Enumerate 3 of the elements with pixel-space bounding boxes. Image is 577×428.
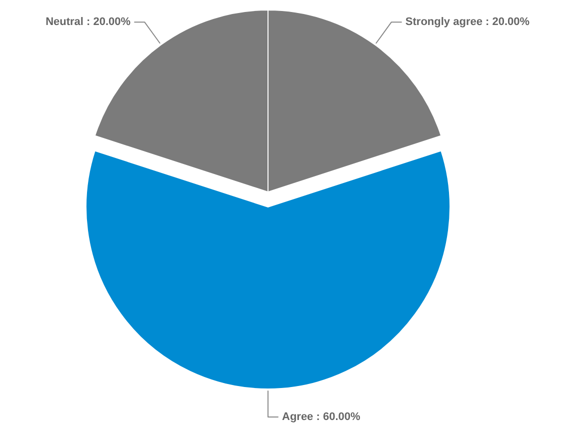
slice-label: Neutral : 20.00% xyxy=(46,16,131,28)
slice-label: Strongly agree : 20.00% xyxy=(405,16,530,28)
slice-label: Agree : 60.00% xyxy=(282,411,360,423)
